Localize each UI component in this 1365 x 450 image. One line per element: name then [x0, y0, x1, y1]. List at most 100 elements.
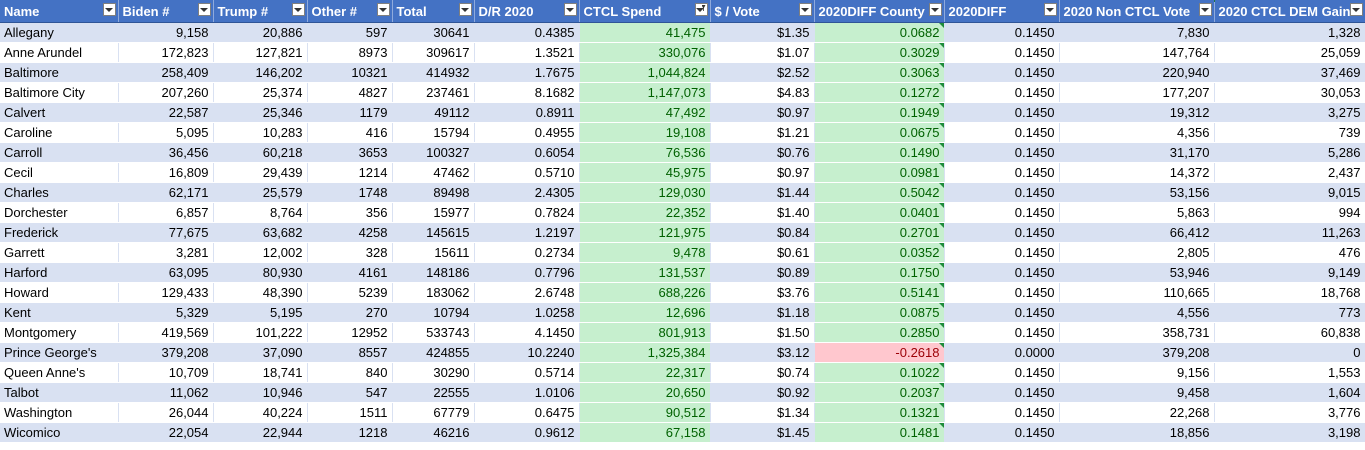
cell-other[interactable]: 3653 — [307, 142, 393, 163]
cell-ctcl-spend[interactable]: 41,475 — [579, 22, 711, 43]
cell-dr-2020[interactable]: 1.2197 — [474, 222, 580, 243]
cell-2020diff-county[interactable]: 0.5141 — [814, 282, 945, 303]
column-header-other[interactable]: Other # — [307, 0, 393, 23]
cell-name[interactable]: Allegany — [0, 22, 119, 43]
cell-2020diff-county[interactable]: 0.1481 — [814, 422, 945, 443]
filter-applied-icon[interactable] — [694, 3, 708, 16]
cell-dollar-per-vote[interactable]: $0.84 — [710, 222, 815, 243]
cell-dollar-per-vote[interactable]: $1.40 — [710, 202, 815, 223]
cell-2020diff[interactable]: 0.1450 — [944, 322, 1060, 343]
cell-dr-2020[interactable]: 0.8911 — [474, 102, 580, 123]
cell-dollar-per-vote[interactable]: $1.45 — [710, 422, 815, 443]
cell-trump[interactable]: 18,741 — [213, 362, 308, 383]
cell-2020diff[interactable]: 0.1450 — [944, 182, 1060, 203]
cell-dollar-per-vote[interactable]: $0.74 — [710, 362, 815, 383]
cell-total[interactable]: 424855 — [392, 342, 475, 363]
cell-trump[interactable]: 5,195 — [213, 302, 308, 323]
cell-biden[interactable]: 129,433 — [118, 282, 214, 303]
cell-2020diff-county[interactable]: 0.0675 — [814, 122, 945, 143]
cell-trump[interactable]: 40,224 — [213, 402, 308, 423]
cell-2020-non-ctcl-vote[interactable]: 110,665 — [1059, 282, 1215, 303]
cell-ctcl-spend[interactable]: 129,030 — [579, 182, 711, 203]
cell-2020diff[interactable]: 0.1450 — [944, 222, 1060, 243]
column-header-2020diff-county[interactable]: 2020DIFF County — [814, 0, 945, 23]
cell-biden[interactable]: 5,329 — [118, 302, 214, 323]
cell-2020-ctcl-dem-gains[interactable]: 2,437 — [1214, 162, 1365, 183]
cell-dr-2020[interactable]: 0.4955 — [474, 122, 580, 143]
cell-2020-ctcl-dem-gains[interactable]: 0 — [1214, 342, 1365, 363]
cell-2020-ctcl-dem-gains[interactable]: 1,604 — [1214, 382, 1365, 403]
cell-total[interactable]: 67779 — [392, 402, 475, 423]
cell-trump[interactable]: 37,090 — [213, 342, 308, 363]
cell-2020diff[interactable]: 0.1450 — [944, 262, 1060, 283]
cell-2020diff-county[interactable]: 0.1022 — [814, 362, 945, 383]
cell-ctcl-spend[interactable]: 22,352 — [579, 202, 711, 223]
cell-other[interactable]: 1179 — [307, 102, 393, 123]
cell-2020-non-ctcl-vote[interactable]: 31,170 — [1059, 142, 1215, 163]
cell-2020-non-ctcl-vote[interactable]: 4,356 — [1059, 122, 1215, 143]
cell-2020diff[interactable]: 0.1450 — [944, 302, 1060, 323]
cell-2020diff-county[interactable]: 0.0401 — [814, 202, 945, 223]
cell-other[interactable]: 1511 — [307, 402, 393, 423]
cell-other[interactable]: 1214 — [307, 162, 393, 183]
cell-2020diff-county[interactable]: 0.1321 — [814, 402, 945, 423]
cell-ctcl-spend[interactable]: 121,975 — [579, 222, 711, 243]
cell-name[interactable]: Kent — [0, 302, 119, 323]
cell-dr-2020[interactable]: 0.5710 — [474, 162, 580, 183]
cell-2020diff-county[interactable]: 0.0682 — [814, 22, 945, 43]
cell-dollar-per-vote[interactable]: $0.89 — [710, 262, 815, 283]
cell-biden[interactable]: 36,456 — [118, 142, 214, 163]
cell-dr-2020[interactable]: 0.9612 — [474, 422, 580, 443]
cell-trump[interactable]: 25,374 — [213, 82, 308, 103]
cell-trump[interactable]: 146,202 — [213, 62, 308, 83]
cell-other[interactable]: 4161 — [307, 262, 393, 283]
cell-2020-ctcl-dem-gains[interactable]: 994 — [1214, 202, 1365, 223]
cell-trump[interactable]: 48,390 — [213, 282, 308, 303]
cell-2020diff-county[interactable]: 0.3063 — [814, 62, 945, 83]
cell-2020diff[interactable]: 0.1450 — [944, 42, 1060, 63]
cell-dollar-per-vote[interactable]: $1.44 — [710, 182, 815, 203]
cell-2020-non-ctcl-vote[interactable]: 358,731 — [1059, 322, 1215, 343]
cell-2020-ctcl-dem-gains[interactable]: 5,286 — [1214, 142, 1365, 163]
cell-2020diff[interactable]: 0.1450 — [944, 242, 1060, 263]
cell-2020-ctcl-dem-gains[interactable]: 37,469 — [1214, 62, 1365, 83]
cell-total[interactable]: 30290 — [392, 362, 475, 383]
cell-dollar-per-vote[interactable]: $0.61 — [710, 242, 815, 263]
cell-2020-non-ctcl-vote[interactable]: 4,556 — [1059, 302, 1215, 323]
cell-trump[interactable]: 20,886 — [213, 22, 308, 43]
cell-dr-2020[interactable]: 0.4385 — [474, 22, 580, 43]
filter-dropdown-icon[interactable] — [1043, 3, 1057, 16]
cell-total[interactable]: 30641 — [392, 22, 475, 43]
cell-2020-non-ctcl-vote[interactable]: 18,856 — [1059, 422, 1215, 443]
cell-total[interactable]: 533743 — [392, 322, 475, 343]
cell-trump[interactable]: 22,944 — [213, 422, 308, 443]
cell-biden[interactable]: 419,569 — [118, 322, 214, 343]
cell-total[interactable]: 22555 — [392, 382, 475, 403]
cell-2020-ctcl-dem-gains[interactable]: 9,149 — [1214, 262, 1365, 283]
filter-dropdown-icon[interactable] — [291, 3, 305, 16]
cell-other[interactable]: 1218 — [307, 422, 393, 443]
cell-name[interactable]: Prince George's — [0, 342, 119, 363]
cell-dollar-per-vote[interactable]: $4.83 — [710, 82, 815, 103]
cell-biden[interactable]: 62,171 — [118, 182, 214, 203]
column-header-biden[interactable]: Biden # — [118, 0, 214, 23]
cell-other[interactable]: 4258 — [307, 222, 393, 243]
cell-2020-ctcl-dem-gains[interactable]: 3,776 — [1214, 402, 1365, 423]
cell-name[interactable]: Frederick — [0, 222, 119, 243]
cell-other[interactable]: 416 — [307, 122, 393, 143]
cell-2020-ctcl-dem-gains[interactable]: 739 — [1214, 122, 1365, 143]
cell-dr-2020[interactable]: 4.1450 — [474, 322, 580, 343]
cell-dollar-per-vote[interactable]: $0.92 — [710, 382, 815, 403]
cell-other[interactable]: 547 — [307, 382, 393, 403]
column-header-total[interactable]: Total — [392, 0, 475, 23]
cell-ctcl-spend[interactable]: 76,536 — [579, 142, 711, 163]
cell-total[interactable]: 145615 — [392, 222, 475, 243]
cell-ctcl-spend[interactable]: 1,325,384 — [579, 342, 711, 363]
cell-dr-2020[interactable]: 0.2734 — [474, 242, 580, 263]
cell-2020-ctcl-dem-gains[interactable]: 3,275 — [1214, 102, 1365, 123]
cell-other[interactable]: 12952 — [307, 322, 393, 343]
cell-ctcl-spend[interactable]: 1,147,073 — [579, 82, 711, 103]
cell-total[interactable]: 100327 — [392, 142, 475, 163]
cell-2020-non-ctcl-vote[interactable]: 220,940 — [1059, 62, 1215, 83]
cell-name[interactable]: Baltimore City — [0, 82, 119, 103]
